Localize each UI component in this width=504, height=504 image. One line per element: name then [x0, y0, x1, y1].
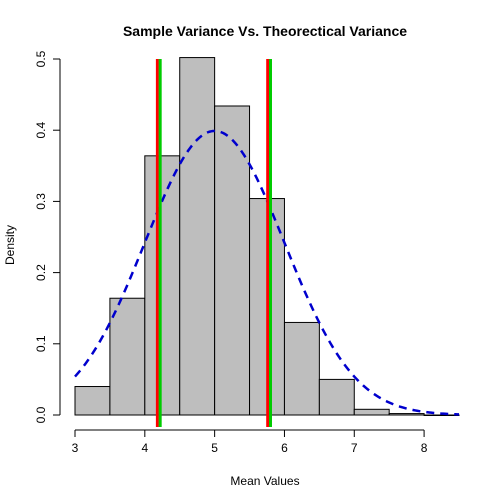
reference-lines	[155, 59, 272, 427]
histogram-bar	[144, 155, 181, 416]
histogram-bar	[388, 413, 425, 416]
x-tick-label: 8	[421, 441, 428, 455]
y-axis-label: Density	[3, 225, 17, 265]
histogram-bar	[423, 414, 460, 416]
y-tick-label: 0.2	[34, 264, 48, 281]
chart-title: Sample Variance Vs. Theorectical Varianc…	[123, 23, 407, 39]
histogram-bar	[318, 378, 355, 416]
histogram-bar	[109, 297, 146, 416]
y-tick-label: 0.1	[34, 335, 48, 352]
histogram-bar	[283, 321, 320, 416]
histogram-bar	[74, 386, 111, 416]
x-tick-label: 5	[211, 441, 218, 455]
x-tick-label: 7	[351, 441, 358, 455]
x-tick-label: 6	[281, 441, 288, 455]
y-tick-label: 0.0	[34, 406, 48, 423]
x-tick-label: 4	[141, 441, 148, 455]
y-tick-label: 0.3	[34, 193, 48, 210]
x-axis-label: Mean Values	[230, 474, 299, 488]
x-axis: 3 4 5 6 7 8	[72, 429, 428, 455]
y-tick-label: 0.4	[34, 122, 48, 139]
histogram-bar	[353, 408, 390, 416]
y-axis: 0.0 0.1 0.2 0.3 0.4 0.5	[34, 50, 61, 423]
histogram-bar	[214, 105, 251, 416]
x-tick-label: 3	[72, 441, 79, 455]
histogram-bar	[179, 57, 216, 416]
y-tick-label: 0.5	[34, 50, 48, 67]
